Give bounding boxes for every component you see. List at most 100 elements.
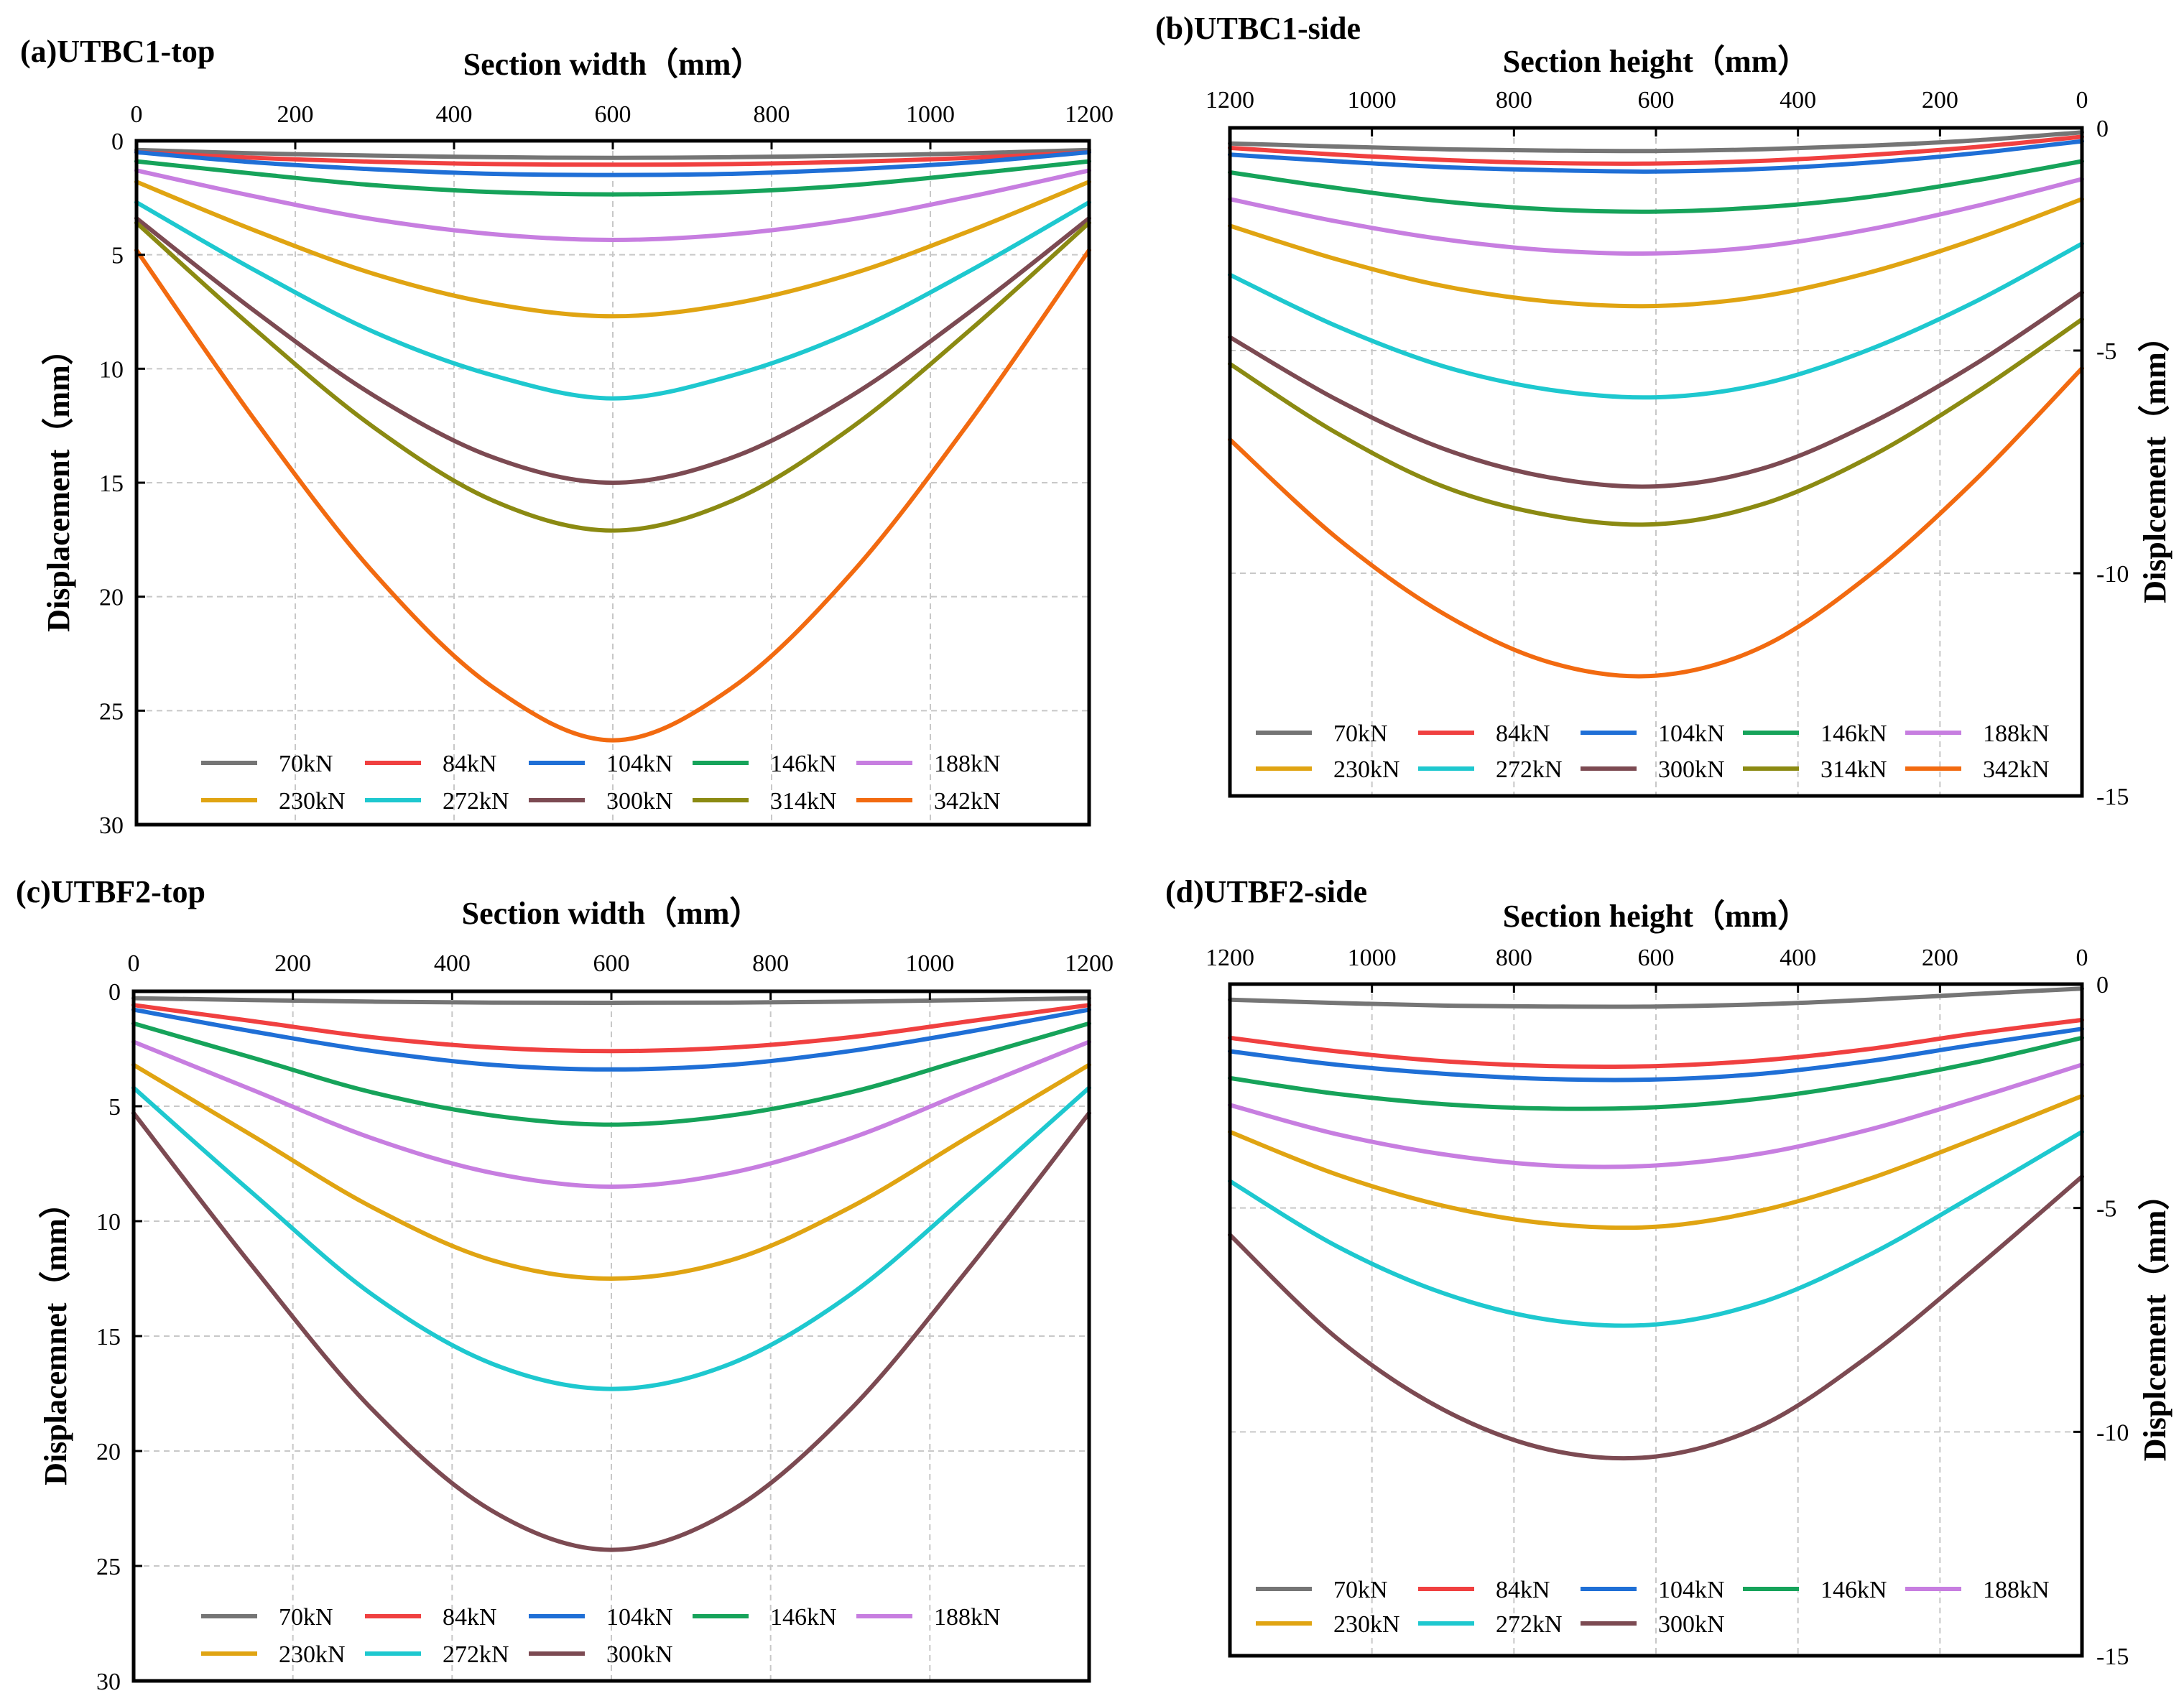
y-tick-label: 20 [99,585,124,611]
legend-label: 70kN [1333,720,1388,747]
series-line-84kN [134,149,1091,167]
series-line-84kN [1228,1017,2084,1070]
y-tick-label: 25 [96,1554,121,1580]
series-line-70kN [1228,986,2084,1009]
legend-label: 342kN [934,788,1001,815]
legend-label: 104kN [1658,1577,1725,1603]
series-line-300kN [1228,1174,2084,1461]
legend-label: 272kN [1496,756,1563,783]
series-line-146kN [1228,1035,2084,1111]
x-tick-label: 1000 [906,101,955,128]
x-tick-label: 400 [436,101,473,128]
series-line-70kN [134,147,1091,160]
legend-label: 146kN [770,1604,837,1631]
x-axis-title: Section width（mm） [462,896,762,931]
y-tick-label: 5 [108,1094,121,1121]
y-tick-label: -5 [2096,1196,2116,1223]
series-line-104kN [1228,1026,2084,1083]
series-line-314kN [134,221,1091,533]
y-tick-label: 0 [2096,116,2109,142]
x-tick-label: 0 [2076,87,2088,113]
x-tick-label: 600 [1638,945,1675,971]
x-tick-label: 400 [1780,87,1816,113]
series-line-342kN [134,248,1091,743]
series-line-272kN [1228,241,2084,400]
series-line-300kN [134,215,1091,485]
legend-label: 188kN [934,751,1001,777]
series-line-146kN [1228,159,2084,214]
x-tick-label: 200 [277,101,314,128]
x-tick-label: 1000 [1348,87,1397,113]
series-line-70kN [131,996,1091,1005]
x-axis-title: Section width（mm） [463,47,763,82]
series-line-146kN [134,159,1091,197]
x-axis-title: Section height（mm） [1503,899,1810,934]
y-tick-label: 20 [96,1439,121,1465]
legend-label: 70kN [279,1604,333,1631]
x-tick-label: 1200 [1065,950,1114,977]
panel-title: (d)UTBF2-side [1165,874,1367,909]
x-tick-label: 200 [1922,945,1958,971]
y-tick-label: 0 [2096,972,2109,998]
legend-label: 188kN [1983,1577,2050,1603]
x-axis-title: Section height（mm） [1503,44,1810,79]
panel-title: (b)UTBC1-side [1155,11,1361,46]
legend-label: 300kN [606,788,673,815]
legend-label: 146kN [770,751,837,777]
x-tick-label: 400 [434,950,471,977]
legend-label: 70kN [1333,1577,1388,1603]
series-line-272kN [1228,1129,2084,1328]
y-axis-title: Displacement（mm） [41,333,76,632]
series-line-84kN [131,1003,1091,1054]
series-line-188kN [134,168,1091,242]
x-tick-label: 400 [1780,945,1816,971]
series-line-188kN [131,1039,1091,1189]
y-tick-label: -15 [2096,1644,2129,1670]
x-tick-label: 0 [2076,945,2088,971]
series-line-104kN [1228,139,2084,174]
series-line-230kN [131,1062,1091,1281]
y-tick-label: -5 [2096,338,2116,365]
series-line-70kN [1228,130,2084,154]
legend-label: 84kN [1496,1577,1550,1603]
legend-label: 314kN [770,788,837,815]
legend-label: 188kN [934,1604,1001,1631]
legend-label: 104kN [606,751,673,777]
legend-label: 342kN [1983,756,2050,783]
series-line-230kN [1228,1093,2084,1230]
series-line-104kN [131,1007,1091,1072]
x-tick-label: 1200 [1065,101,1114,128]
y-axis-title: Displcement（mm） [2137,320,2173,603]
legend-label: 188kN [1983,720,2050,747]
chart-panel-d: 1200 1000 800 600 400 200 00 -5 -10 -15 (d)UTBF2-s… [1165,874,2173,1670]
x-tick-label: 1200 [1206,945,1254,971]
legend-label: 104kN [606,1604,673,1631]
series-line-188kN [1228,1062,2084,1169]
x-tick-label: 1200 [1206,87,1254,113]
x-tick-label: 800 [1496,945,1532,971]
x-tick-label: 600 [593,950,630,977]
panel-title: (c)UTBF2-top [16,874,205,909]
y-tick-label: 25 [99,698,124,725]
x-tick-label: 200 [1922,87,1958,113]
legend-label: 314kN [1820,756,1887,783]
y-tick-label: 30 [99,812,124,839]
chart-panel-c: 0 200 400 600 800 1000 1200 0 5 10 15 20 25 30 (c)UTBF… [16,874,1114,1695]
legend-label: 272kN [1496,1611,1563,1638]
x-tick-label: 0 [131,101,143,128]
series-line-104kN [134,149,1091,177]
y-tick-label: 10 [96,1209,121,1236]
series-line-230kN [134,180,1091,319]
x-tick-label: 800 [1496,87,1532,113]
y-tick-label: 0 [108,979,121,1006]
x-tick-label: 600 [595,101,631,128]
series-line-314kN [1228,317,2084,527]
chart-panel-b: 1200 1000 800 600 400 200 00 -5 -10 -15 (b)UTBC1-s… [1155,11,2173,810]
legend-label: 230kN [279,788,346,815]
x-tick-label: 200 [274,950,311,977]
y-tick-label: 15 [96,1324,121,1350]
y-tick-label: 0 [111,129,124,155]
legend-label: 104kN [1658,720,1725,747]
x-tick-label: 600 [1638,87,1675,113]
y-tick-label: 10 [99,356,124,383]
